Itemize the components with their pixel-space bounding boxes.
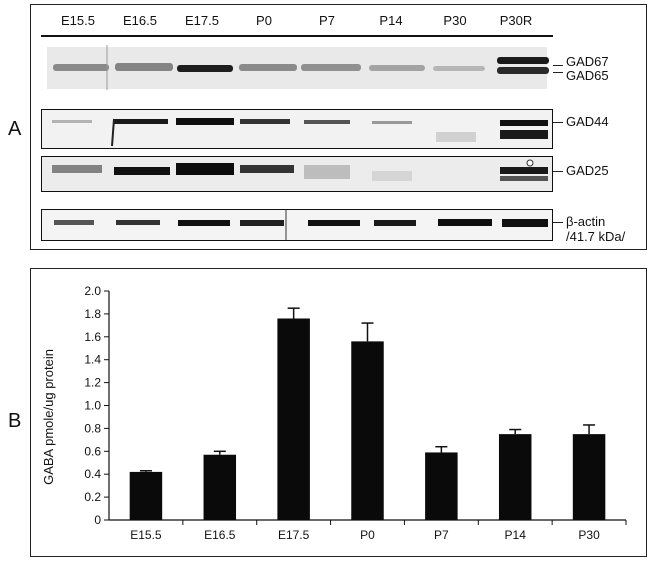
blot-beta-actin-bands [42, 210, 552, 240]
lane-label: P30 [443, 13, 467, 28]
y-tick-label: 1.0 [84, 399, 101, 413]
bar-e16-5 [203, 454, 237, 520]
y-tick-label: 2.0 [84, 284, 101, 298]
bar-p14 [498, 434, 532, 520]
lane-label: E17.5 [185, 13, 219, 28]
x-tick-label: E15.5 [130, 528, 162, 542]
bar-e17-5 [277, 318, 310, 520]
band-label-gad25: GAD25 [566, 163, 609, 178]
blot-gad44-bands [42, 110, 552, 148]
gaba-bar-chart: GABA pmole/ug protein 0 0.2 0.4 0.6 0.8 1.0 1.… [41, 284, 627, 542]
x-tick-label: E16.5 [204, 528, 236, 542]
y-tick-label: 0 [94, 513, 101, 527]
blot-gad44 [41, 109, 553, 149]
x-tick-label: P30 [578, 528, 600, 542]
y-tick-label: 1.8 [84, 307, 101, 321]
blot-gad67-gad65-bands [47, 45, 549, 90]
blot-gad25 [41, 156, 553, 192]
blot-gad25-bands [42, 157, 552, 191]
blot-gad67-gad65 [41, 35, 553, 93]
band-pointer-beta-actin [553, 222, 563, 223]
lane-label: P14 [379, 13, 403, 28]
bar-p0 [351, 341, 384, 520]
y-tick-label: 0.4 [84, 467, 101, 481]
y-tick-label: 0.8 [84, 421, 101, 435]
y-tick-label: 0.6 [84, 444, 101, 458]
panel-a-letter: A [8, 118, 22, 140]
x-tick-label: E17.5 [278, 528, 310, 542]
x-tick-label: P0 [360, 528, 375, 542]
panel-b-letter: B [8, 410, 22, 432]
lane-label: P0 [256, 13, 272, 28]
lane-label: E15.5 [61, 13, 95, 28]
bar-p30 [572, 434, 606, 520]
y-tick-label: 1.6 [84, 330, 101, 344]
lane-label: P30R [499, 13, 533, 28]
band-label-gad67: GAD67 [566, 54, 609, 69]
lane-label: E16.5 [123, 13, 157, 28]
band-label-molecular-weight: /41.7 kDa/ [566, 229, 626, 244]
lane-label: P7 [319, 13, 335, 28]
y-tick-label: 1.4 [84, 353, 101, 367]
band-pointer-gad25 [553, 171, 563, 172]
band-label-gad65: GAD65 [566, 68, 609, 83]
band-label-beta-actin: β-actin [566, 214, 606, 229]
y-tick-label: 1.2 [84, 376, 101, 390]
y-axis-label: GABA pmole/ug protein [41, 349, 56, 485]
y-tick-label: 0.2 [84, 490, 101, 504]
blot-beta-actin [41, 209, 553, 241]
band-pointer-gad44 [553, 122, 563, 123]
bar-e15-5 [129, 471, 163, 520]
bar-p7 [425, 452, 458, 520]
band-pointer-gad65 [553, 72, 563, 73]
panel-a-western-blot: E15.5 E16.5 E17.5 P0 P7 P14 P30 P30R [30, 4, 647, 250]
panel-b-bar-chart: GABA pmole/ug protein 0 0.2 0.4 0.6 0.8 1.0 1.… [30, 268, 647, 557]
band-pointer-gad67 [553, 65, 563, 66]
x-tick-label: P14 [505, 528, 527, 542]
x-tick-label: P7 [434, 528, 449, 542]
band-label-gad44: GAD44 [566, 114, 609, 129]
